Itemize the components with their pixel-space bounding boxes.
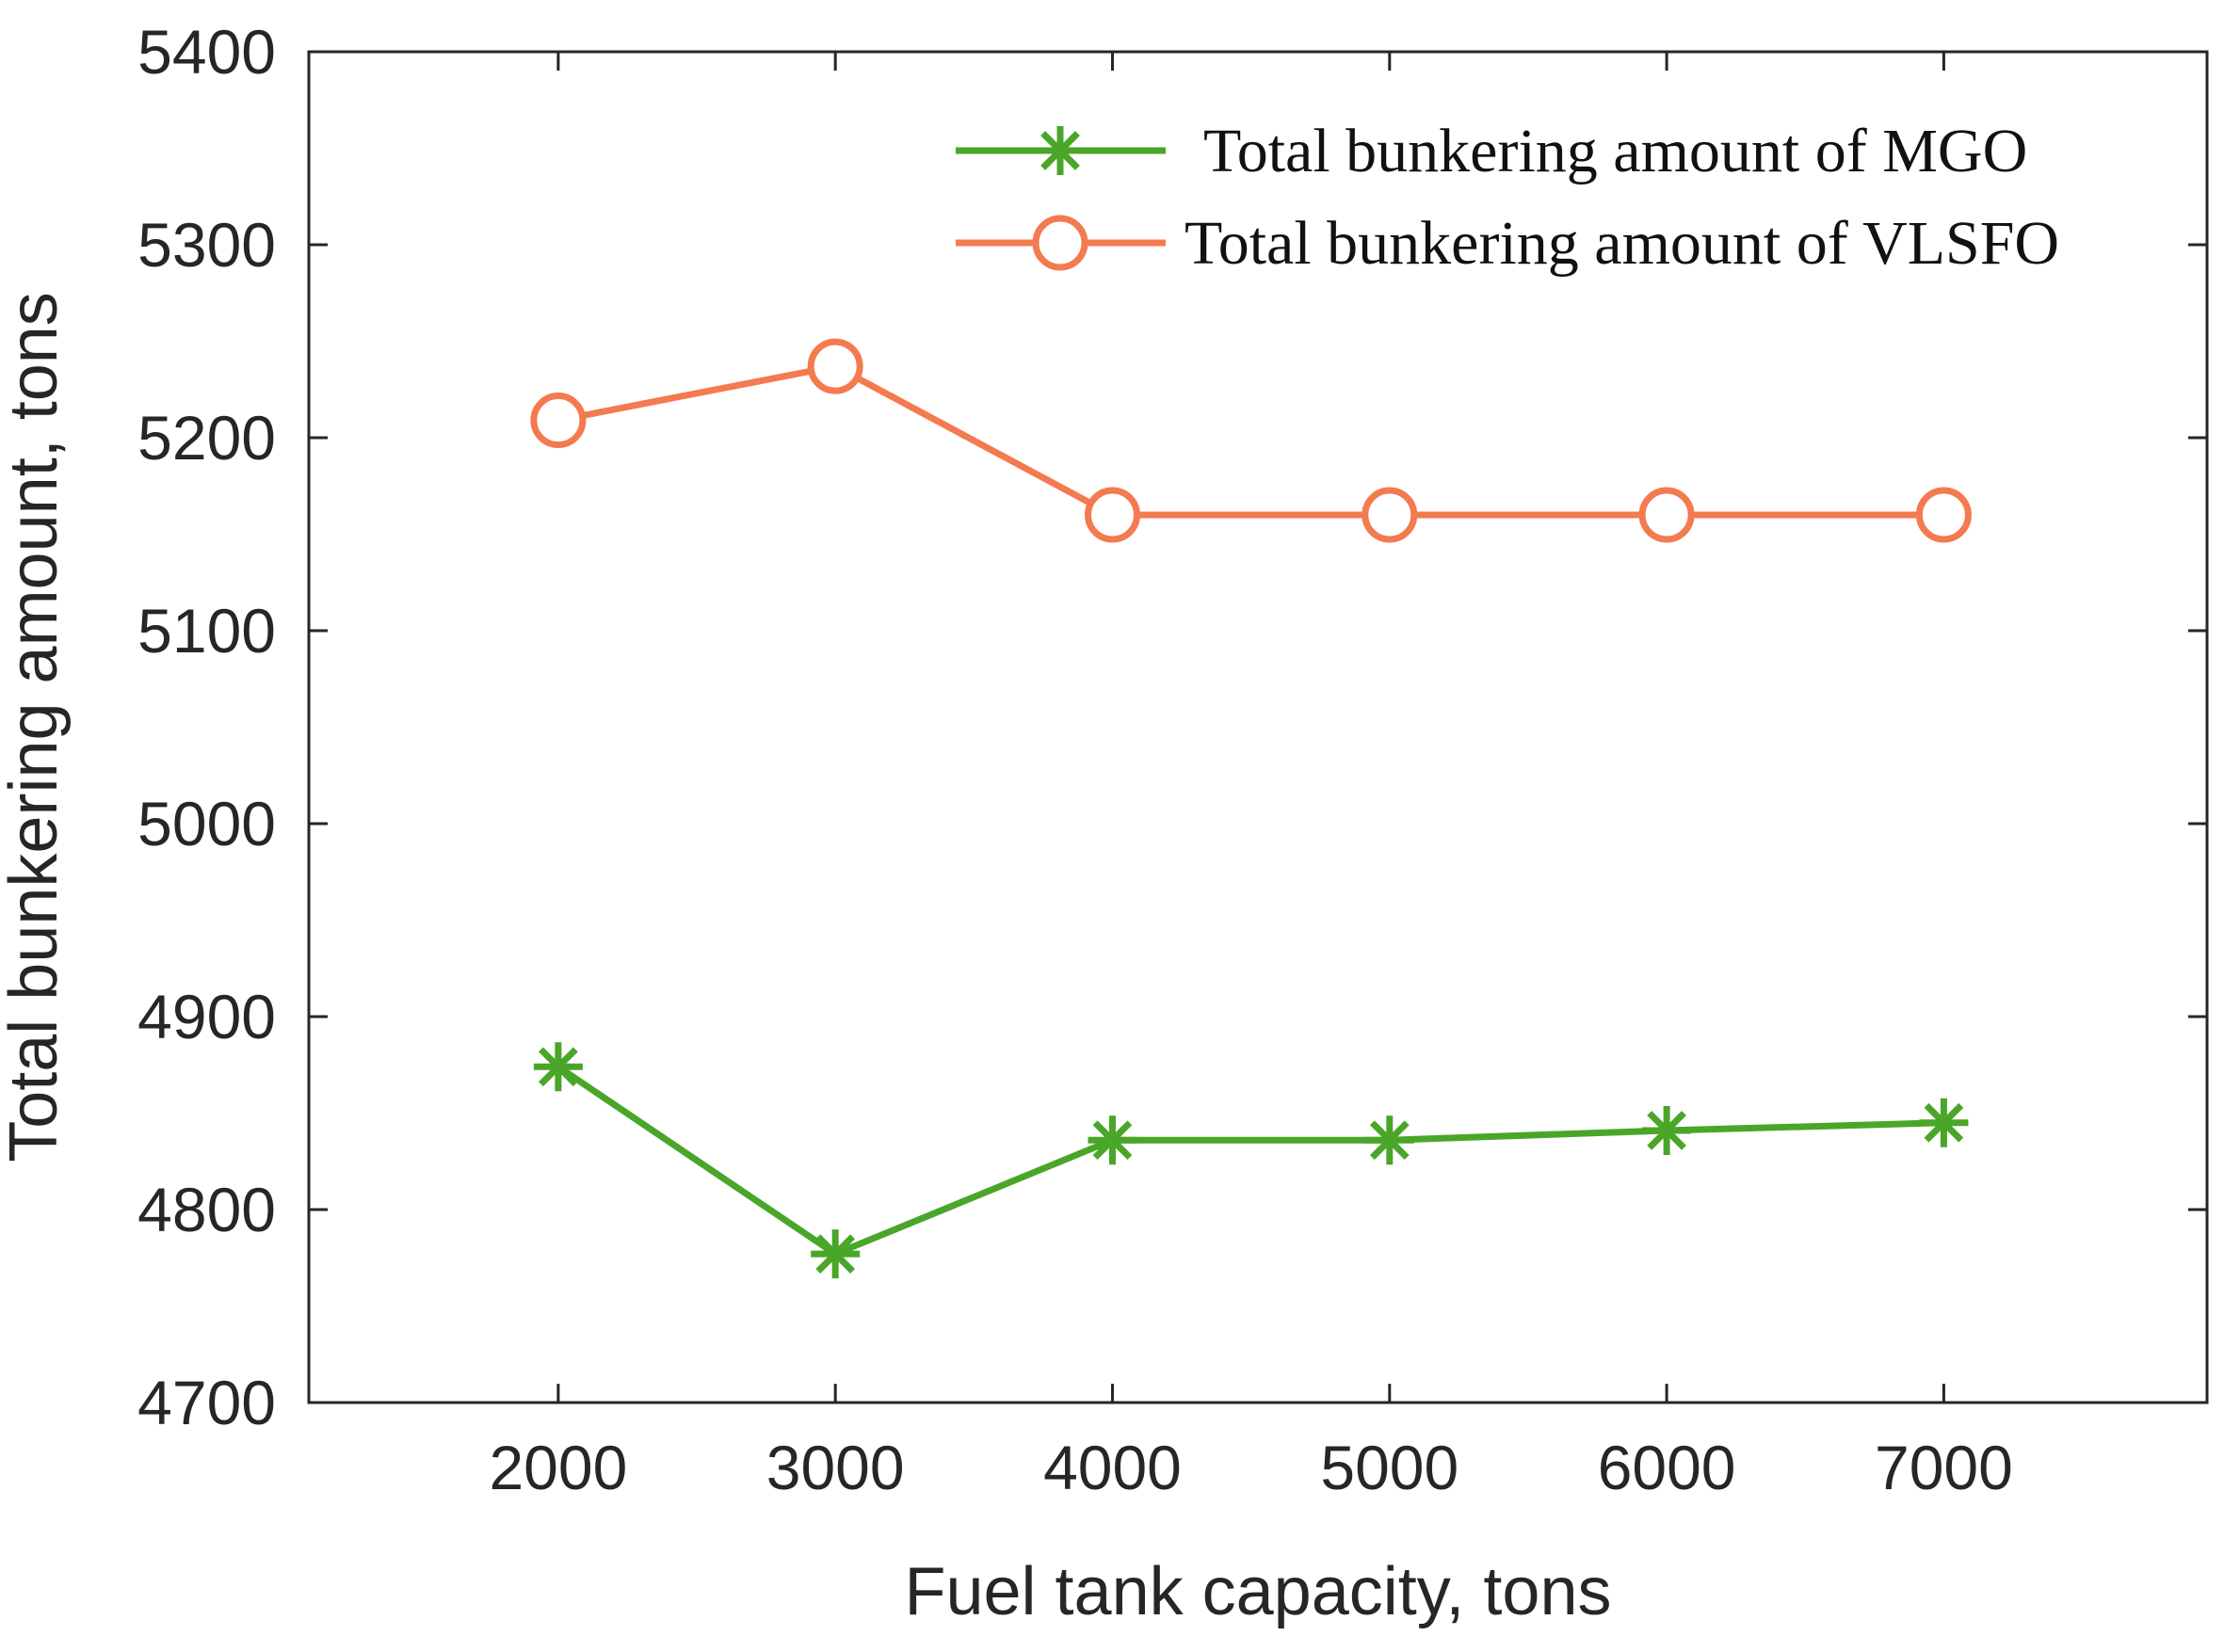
asterisk-stroke bbox=[1092, 1120, 1133, 1161]
y-tick-label: 5000 bbox=[137, 789, 276, 858]
asterisk-stroke bbox=[815, 1234, 856, 1275]
legend-marker bbox=[1032, 215, 1088, 271]
data-point bbox=[807, 338, 863, 394]
data-point bbox=[1362, 487, 1418, 543]
x-tick-label: 2000 bbox=[489, 1433, 627, 1502]
asterisk-stroke bbox=[1924, 1102, 1964, 1143]
y-tick-label: 4700 bbox=[137, 1368, 276, 1437]
plot-frame bbox=[307, 50, 2209, 1404]
data-point bbox=[533, 1042, 583, 1092]
x-tick-label: 7000 bbox=[1875, 1433, 2013, 1502]
legend-label: Total bunkering amount of MGO bbox=[1203, 117, 2027, 185]
data-point bbox=[1638, 487, 1695, 543]
data-point bbox=[1364, 1115, 1414, 1165]
axes: 4700 4800 4900 5000 5100 5200 5300 5400 2000 3000… bbox=[137, 17, 2209, 1502]
x-tick-label: 5000 bbox=[1320, 1433, 1458, 1502]
asterisk-stroke bbox=[1647, 1111, 1686, 1150]
series-1 bbox=[533, 1042, 1969, 1279]
data-point bbox=[1088, 1115, 1137, 1165]
legend: Total bunkering amount of MGO Total bunke… bbox=[956, 117, 2059, 278]
legend-marker bbox=[1036, 126, 1085, 175]
y-axis-title: Total bunkering amount, tons bbox=[0, 292, 72, 1163]
data-point bbox=[1642, 1105, 1692, 1155]
series-line bbox=[556, 1064, 1944, 1258]
x-tick-label: 6000 bbox=[1598, 1433, 1736, 1502]
data-point bbox=[1915, 487, 1972, 543]
y-tick-label: 4900 bbox=[137, 982, 276, 1051]
data-point bbox=[1084, 487, 1140, 543]
x-tick-label: 4000 bbox=[1043, 1433, 1182, 1502]
legend-entry-1: Total bunkering amount of MGO bbox=[956, 117, 2027, 185]
series-layer bbox=[530, 338, 1972, 1279]
series-line bbox=[557, 362, 1944, 519]
y-tick-label: 5400 bbox=[137, 17, 276, 87]
data-point bbox=[1919, 1098, 1969, 1147]
asterisk-stroke bbox=[1369, 1120, 1410, 1161]
x-tick-label: 3000 bbox=[766, 1433, 905, 1502]
asterisk-stroke bbox=[1040, 131, 1080, 170]
asterisk-stroke bbox=[539, 1047, 578, 1087]
y-tick-label: 4800 bbox=[137, 1175, 276, 1244]
legend-entry-2: Total bunkering amount of VLSFO bbox=[956, 209, 2059, 278]
y-tick-label: 5200 bbox=[137, 403, 276, 473]
data-point bbox=[530, 393, 587, 449]
data-point bbox=[811, 1229, 861, 1279]
series-2 bbox=[530, 338, 1972, 543]
y-tick-label: 5300 bbox=[137, 210, 276, 280]
y-tick-label: 5100 bbox=[137, 596, 276, 666]
x-axis-title: Fuel tank capacity, tons bbox=[904, 1554, 1611, 1629]
legend-label: Total bunkering amount of VLSFO bbox=[1184, 209, 2059, 278]
